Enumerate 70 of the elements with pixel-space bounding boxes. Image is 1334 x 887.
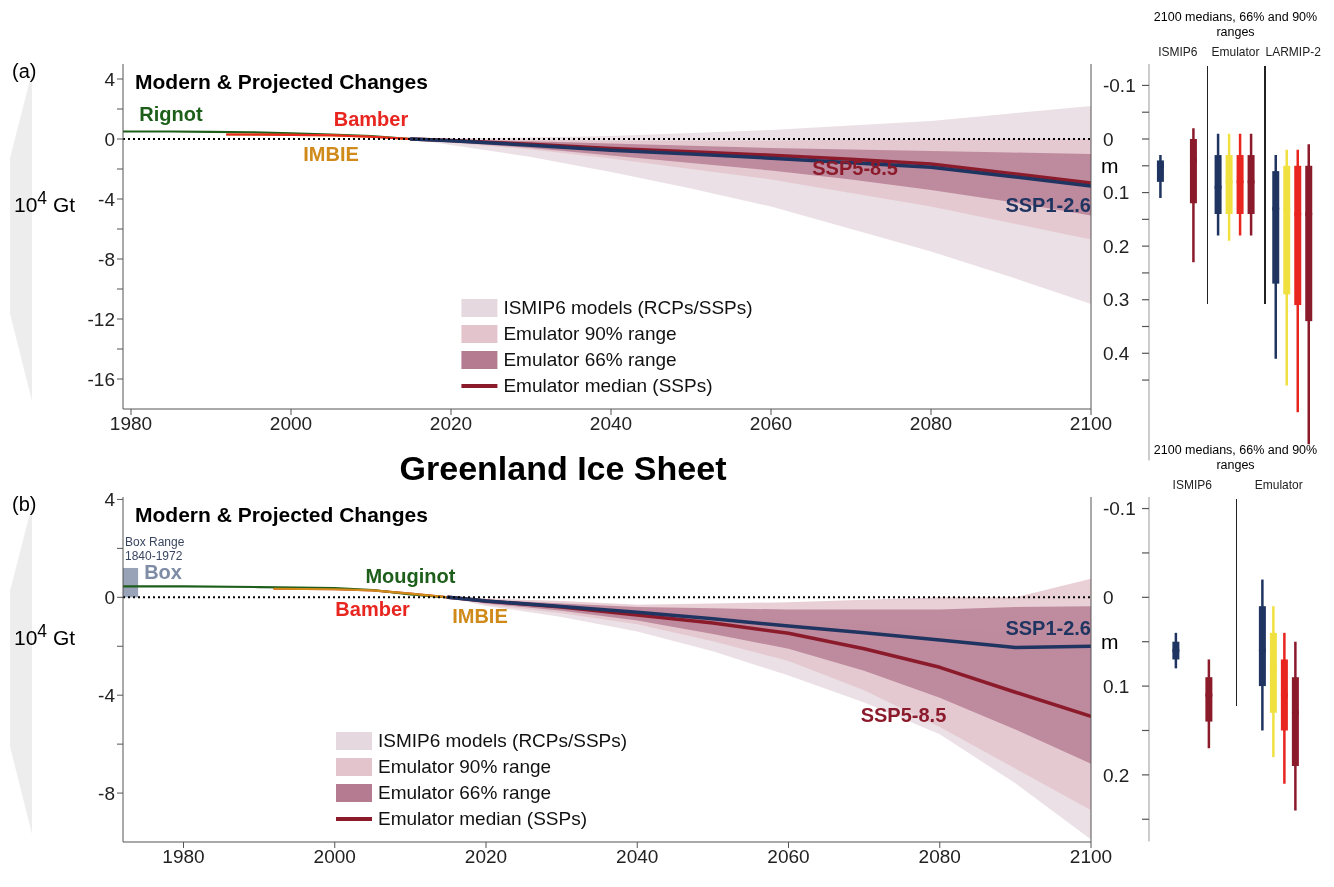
x-tick-label: 2080 — [909, 413, 953, 435]
x-tick-label: LARMIP-2 — [1265, 45, 1322, 59]
y-tick-label: 0 — [1103, 128, 1114, 150]
legend-label: Emulator 90% range — [377, 756, 552, 778]
chart-subtitle: Modern & Projected Changes — [135, 70, 428, 94]
x-tick-label: 2020 — [429, 413, 473, 435]
chart-title: Greenland Ice Sheet — [398, 449, 728, 488]
x-tick-label: ISMIP6 — [1158, 45, 1198, 59]
text: (b) — [12, 493, 37, 516]
series-label: SSP1-2.6 — [1005, 617, 1091, 641]
y-axis-title: m — [1101, 629, 1119, 654]
legend-label: ISMIP6 models (RCPs/SSPs) — [503, 297, 753, 319]
y-tick-label: 0.1 — [1103, 182, 1130, 204]
series-label: Mouginot — [365, 565, 456, 589]
y-tick-label: 0.1 — [1103, 675, 1130, 697]
series-label: Bamber — [333, 107, 409, 131]
y-axis-title: 10$^{4}$ Gt — [14, 620, 76, 650]
x-tick-label: Emulator — [1254, 478, 1303, 492]
annotation: Box Range 1840-1972 — [125, 534, 186, 563]
y-tick-label: -0.1 — [1103, 75, 1136, 97]
y-axis-title: m — [1101, 153, 1119, 178]
x-tick-label: 2020 — [464, 846, 508, 868]
legend-label: Emulator 66% range — [503, 349, 677, 371]
x-tick-label: 1980 — [162, 846, 205, 868]
legend-label: Emulator median (SSPs) — [503, 375, 713, 397]
legend-label: Emulator 66% range — [377, 782, 552, 804]
x-tick-label: 2000 — [313, 846, 356, 868]
y-tick-label: 0 — [104, 128, 115, 150]
legend-label: Emulator median (SSPs) — [377, 808, 588, 830]
y-tick-label: 4 — [104, 489, 116, 511]
series-label: IMBIE — [452, 605, 508, 629]
x-tick-label: 2060 — [767, 846, 810, 868]
y-tick-label: 0 — [104, 587, 115, 609]
annotation: SSP5-8.5 — [812, 157, 898, 181]
y-tick-label: -12 — [87, 308, 115, 330]
x-tick-label: 2060 — [749, 413, 793, 435]
y-tick-label: -4 — [98, 684, 116, 706]
y-tick-label: 0 — [1103, 586, 1114, 608]
y-tick-label: 0.4 — [1103, 342, 1130, 364]
series-label: Rignot — [139, 102, 203, 126]
x-tick-label: 1980 — [109, 413, 153, 435]
y-tick-label: 0.2 — [1103, 235, 1130, 257]
legend-label: Box — [144, 560, 182, 584]
y-tick-label: -4 — [98, 188, 116, 210]
y-tick-label: -0.1 — [1103, 498, 1136, 520]
x-tick-label: 2040 — [589, 413, 633, 435]
x-tick-label: 2000 — [269, 413, 313, 435]
x-tick-label: 2100 — [1069, 413, 1113, 435]
chart-subtitle: Modern & Projected Changes — [135, 503, 428, 527]
legend-label: Emulator 90% range — [503, 323, 677, 345]
series-label: SSP1-2.6 — [1005, 194, 1091, 218]
y-axis-title: 10$^{4}$ Gt — [14, 187, 76, 217]
chart-subtitle: 2100 medians, 66% and 90% ranges — [1152, 10, 1319, 40]
annotation: SSP5-8.5 — [860, 704, 947, 727]
x-tick-label: Emulator — [1211, 45, 1260, 59]
chart-subtitle: 2100 medians, 66% and 90% ranges — [1152, 443, 1319, 473]
x-tick-label: ISMIP6 — [1172, 478, 1213, 492]
series-label: Bamber — [335, 598, 410, 622]
legend-label: ISMIP6 models (RCPs/SSPs) — [377, 730, 628, 752]
y-tick-label: 0.3 — [1103, 289, 1130, 311]
text: (a) — [12, 60, 37, 83]
x-tick-label: 2080 — [918, 846, 961, 868]
y-tick-label: -8 — [98, 782, 115, 804]
y-tick-label: 4 — [104, 68, 116, 90]
x-tick-label: 2100 — [1069, 846, 1113, 868]
y-tick-label: -16 — [87, 368, 115, 390]
y-tick-label: 0.2 — [1103, 764, 1130, 786]
y-tick-label: -8 — [98, 248, 115, 270]
x-tick-label: 2040 — [616, 846, 659, 868]
series-label: IMBIE — [303, 143, 359, 167]
